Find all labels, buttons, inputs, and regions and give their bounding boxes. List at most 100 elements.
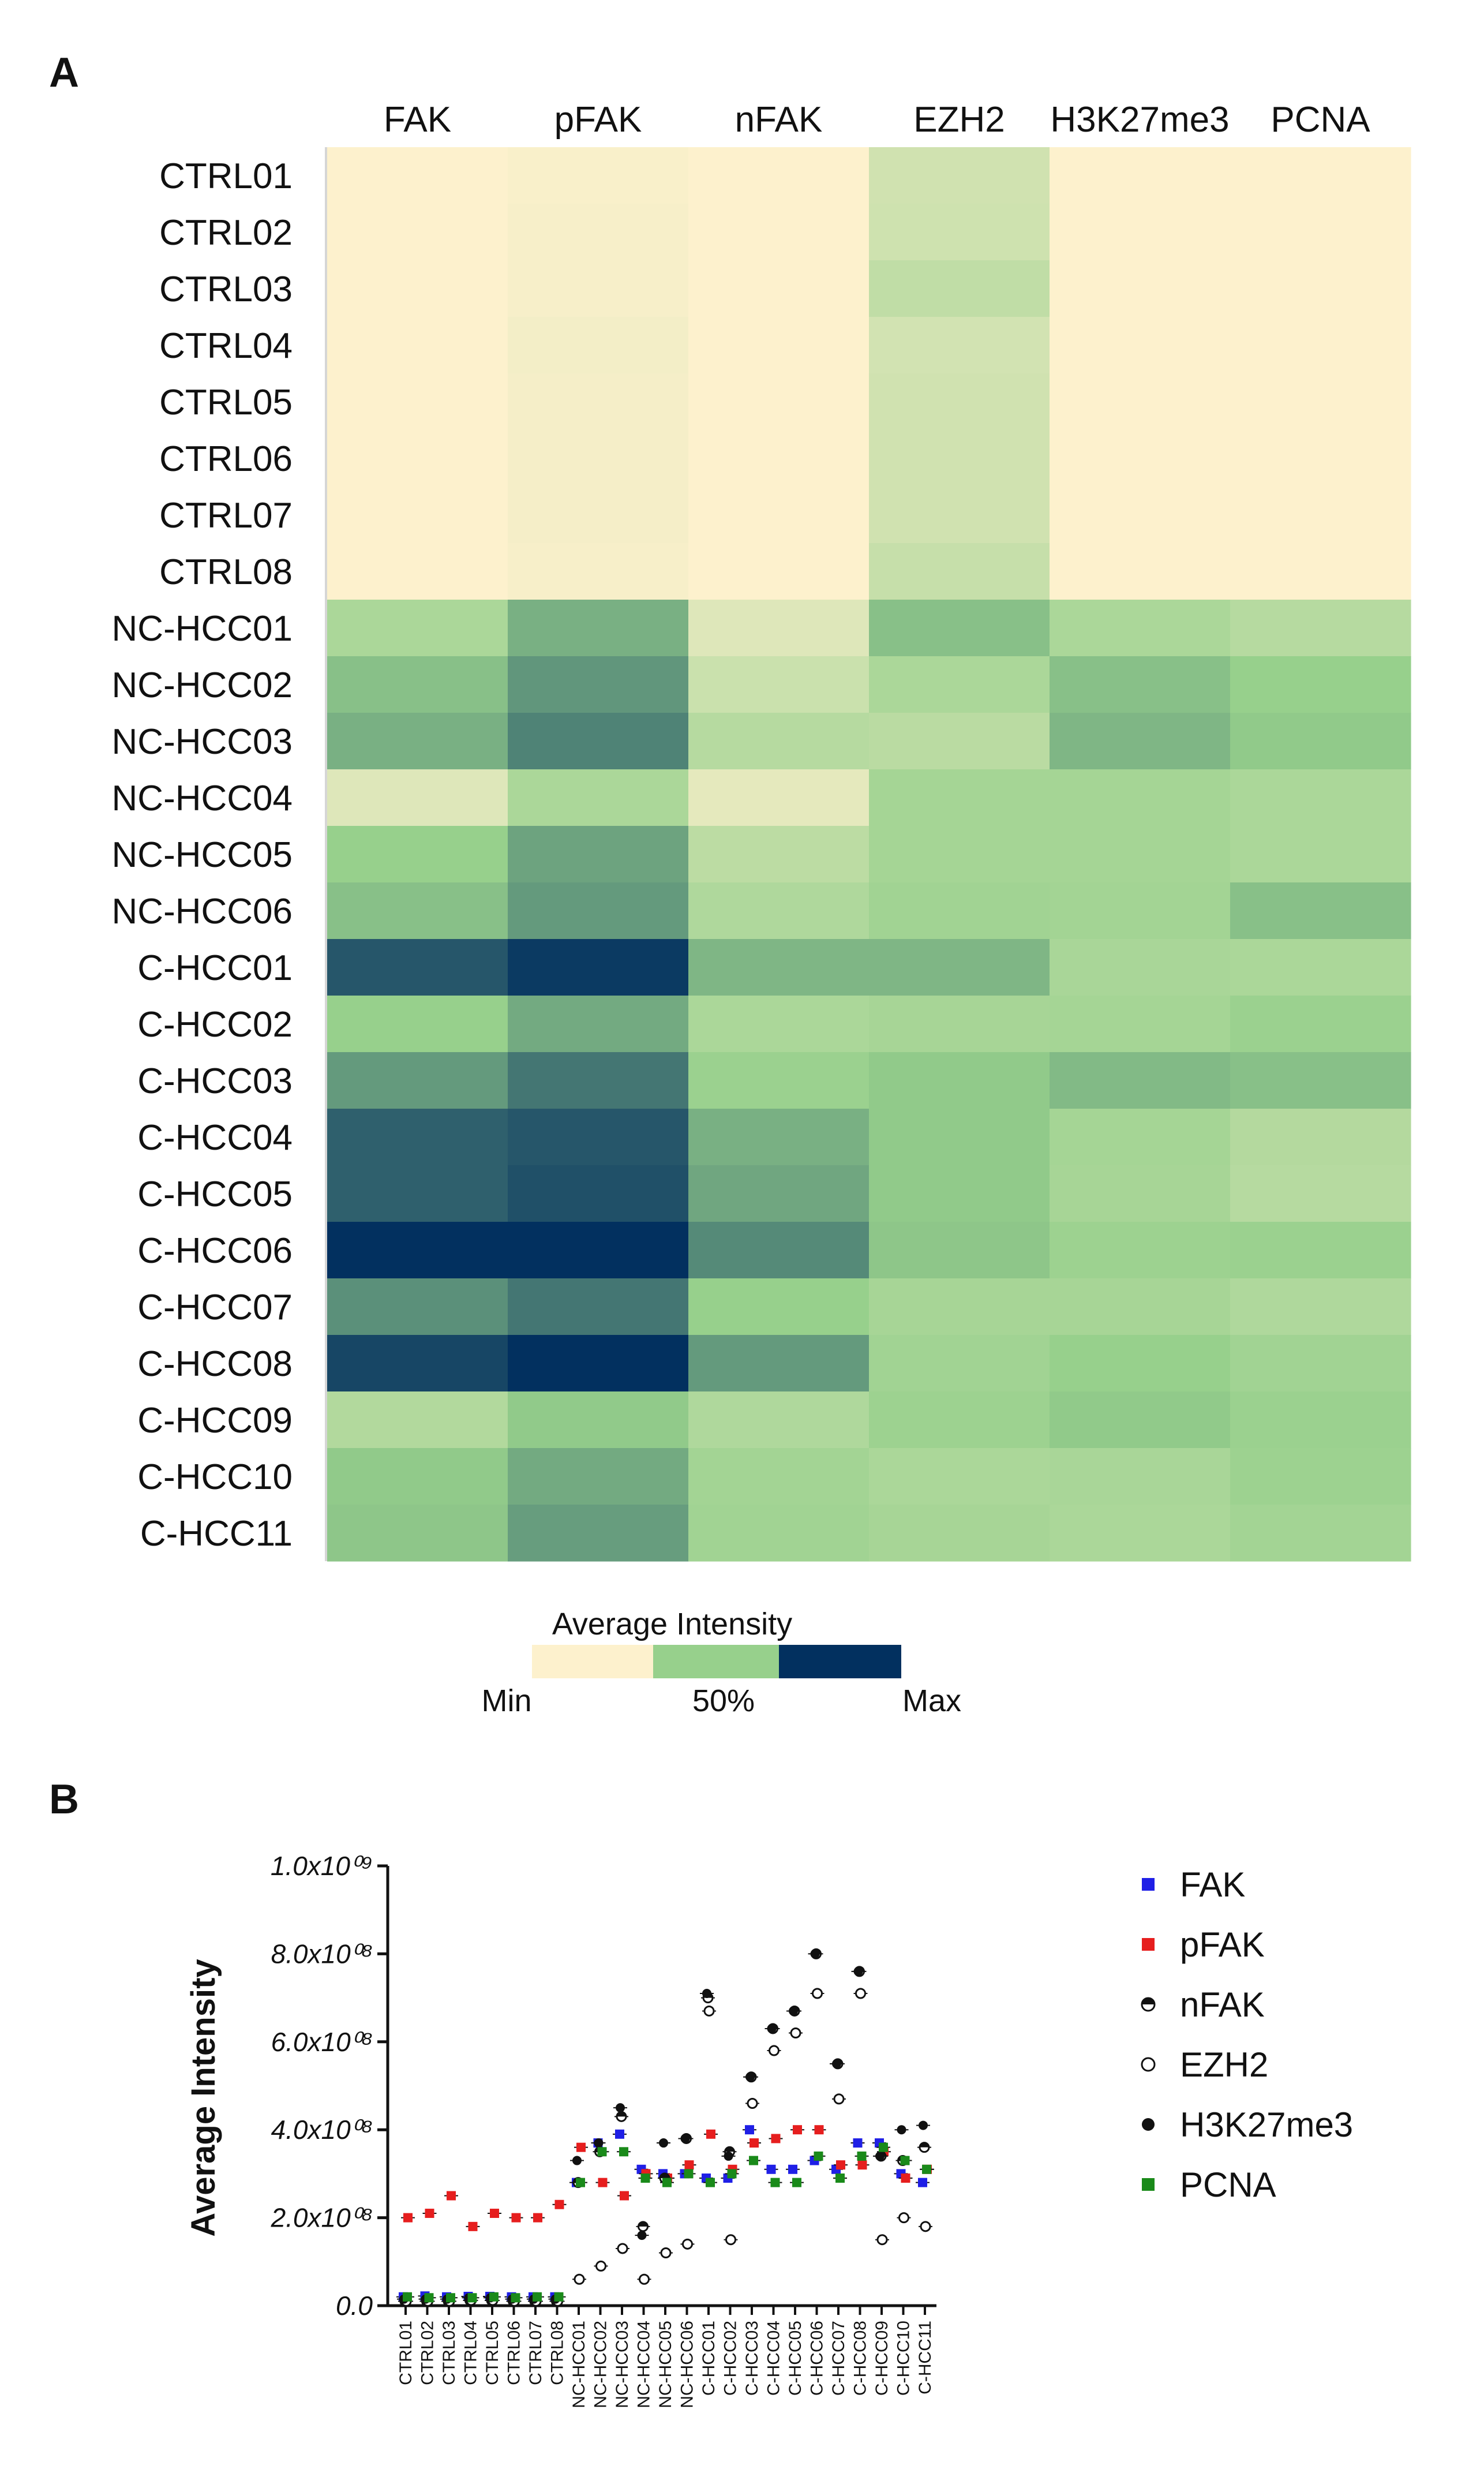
data-point-h3k27me3 xyxy=(616,2103,625,2113)
data-point-h3k27me3 xyxy=(810,1949,820,1959)
heatmap-row-label: CTRL06 xyxy=(159,439,293,479)
heatmap-row-label: NC-HCC03 xyxy=(112,722,293,762)
heatmap-row-label: CTRL04 xyxy=(159,326,293,366)
data-point-pfak xyxy=(533,2213,542,2223)
heatmap-cell xyxy=(1050,373,1231,431)
heatmap-column-label: PCNA xyxy=(1271,100,1370,140)
data-point-pcna xyxy=(835,2174,845,2183)
data-point-h3k27me3 xyxy=(853,1966,863,1976)
heatmap-cell xyxy=(688,1335,870,1392)
data-point-h3k27me3 xyxy=(572,2156,582,2165)
heatmap-cell xyxy=(327,1278,508,1335)
data-point-pcna xyxy=(619,2147,628,2157)
data-point-pcna xyxy=(879,2142,888,2152)
heatmap-cell xyxy=(1050,656,1231,713)
heatmap-cell xyxy=(508,1222,689,1279)
heatmap-cell xyxy=(1050,317,1231,374)
heatmap-cell xyxy=(508,826,689,883)
heatmap-cell xyxy=(508,882,689,940)
x-tick-label: C-HCC09 xyxy=(872,2321,891,2396)
heatmap-row-label: NC-HCC01 xyxy=(112,609,293,649)
x-tick-label: C-HCC04 xyxy=(765,2321,784,2396)
heatmap-cell xyxy=(508,1448,689,1505)
heatmap-cell xyxy=(869,204,1050,261)
data-point-ezh2 xyxy=(595,2260,606,2272)
data-point-pfak xyxy=(511,2213,521,2223)
heatmap-cell xyxy=(688,826,870,883)
data-point-fak xyxy=(788,2164,797,2174)
heatmap-cell xyxy=(688,1448,870,1505)
heatmap-column-label: nFAK xyxy=(735,100,823,140)
heatmap-cell xyxy=(1050,882,1231,940)
heatmap-cell xyxy=(508,260,689,317)
heatmap-cell xyxy=(327,317,508,374)
heatmap-cell xyxy=(1050,1278,1231,1335)
data-point-pfak xyxy=(771,2134,781,2143)
data-point-ezh2 xyxy=(855,1988,866,1999)
heatmap-cell xyxy=(869,600,1050,657)
heatmap-cell xyxy=(1050,1391,1231,1449)
data-point-h3k27me3 xyxy=(767,2023,777,2033)
heatmap-cell xyxy=(869,543,1050,600)
heatmap-cell xyxy=(869,996,1050,1053)
data-point-pcna xyxy=(597,2147,607,2157)
x-tick-label: C-HCC02 xyxy=(721,2321,740,2396)
heatmap-cell xyxy=(1230,1448,1411,1505)
heatmap-cell xyxy=(688,713,870,770)
heatmap-row-label: C-HCC06 xyxy=(137,1231,293,1271)
heatmap-cell xyxy=(327,373,508,431)
heatmap-cell xyxy=(508,487,689,544)
heatmap-cell xyxy=(1230,1278,1411,1335)
heatmap-cell xyxy=(1050,1109,1231,1166)
heatmap-cell xyxy=(869,826,1050,883)
data-point-ezh2 xyxy=(812,1988,823,1999)
heatmap-row-label: C-HCC02 xyxy=(137,1005,293,1045)
heatmap-cell xyxy=(869,1165,1050,1222)
heatmap-cell xyxy=(688,487,870,544)
heatmap-cell xyxy=(688,1505,870,1562)
x-tick-label: NC-HCC06 xyxy=(678,2321,697,2408)
legend-swatch-min xyxy=(532,1645,653,1678)
x-tick-label: C-HCC06 xyxy=(808,2321,827,2396)
legend-min-label: Min xyxy=(481,1684,531,1718)
heatmap-row-label: CTRL08 xyxy=(159,552,293,592)
heatmap-cell xyxy=(1050,260,1231,317)
x-tick-label: C-HCC05 xyxy=(786,2321,805,2396)
heatmap-cell xyxy=(327,882,508,940)
heatmap-cell xyxy=(688,1165,870,1222)
x-tick-label: CTRL02 xyxy=(418,2321,437,2385)
heatmap-cell xyxy=(508,317,689,374)
heatmap-column-label: H3K27me3 xyxy=(1050,100,1229,140)
data-point-h3k27me3 xyxy=(919,2120,928,2130)
heatmap-cell xyxy=(1230,1165,1411,1222)
data-point-pcna xyxy=(727,2169,737,2179)
heatmap-cell xyxy=(1230,1391,1411,1449)
data-point-fak xyxy=(853,2138,863,2148)
heatmap-cell xyxy=(508,996,689,1053)
data-point-pfak xyxy=(836,2160,845,2170)
heatmap-row-label: NC-HCC02 xyxy=(112,665,293,705)
heatmap-cell xyxy=(688,882,870,940)
heatmap-row-label: CTRL07 xyxy=(159,496,293,536)
heatmap-cell xyxy=(1230,1222,1411,1279)
heatmap-cell xyxy=(869,1052,1050,1109)
data-point-nfak xyxy=(616,2111,627,2122)
heatmap-cell xyxy=(508,430,689,487)
legend-marker-fak xyxy=(1142,1878,1155,1891)
data-point-h3k27me3 xyxy=(702,1988,711,1998)
data-point-pcna xyxy=(533,2292,542,2302)
heatmap-cell xyxy=(869,769,1050,826)
x-tick-label: NC-HCC04 xyxy=(635,2321,654,2408)
heatmap-cell xyxy=(508,204,689,261)
heatmap-cell xyxy=(1050,939,1231,996)
data-point-pfak xyxy=(901,2174,910,2183)
heatmap-row-label: CTRL01 xyxy=(159,156,293,196)
data-point-pfak xyxy=(706,2129,715,2139)
heatmap-cell xyxy=(1050,996,1231,1053)
heatmap-cell xyxy=(1230,713,1411,770)
heatmap-cell xyxy=(508,1165,689,1222)
y-tick-label: 1.0x10⁰⁹ xyxy=(271,1851,373,1881)
data-point-pcna xyxy=(770,2178,780,2187)
heatmap-cell xyxy=(1050,487,1231,544)
data-point-h3k27me3 xyxy=(832,2059,841,2068)
